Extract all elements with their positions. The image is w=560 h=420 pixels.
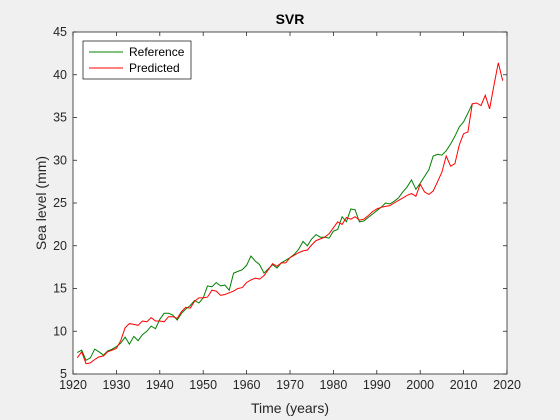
plot-area	[73, 32, 507, 374]
chart-title: SVR	[276, 11, 305, 27]
x-tick-label: 1920	[59, 378, 87, 392]
y-tick-label: 40	[53, 68, 67, 82]
y-tick-label: 35	[53, 111, 67, 125]
axes-layer: 1920 1930 1940 1950 1960 1970 1980 1990 2000 2010…	[53, 25, 521, 392]
series-line-predicted	[76, 62, 504, 365]
legend-label-reference: Reference	[129, 45, 185, 59]
series-layer	[76, 62, 504, 365]
y-tick-label: 30	[53, 153, 67, 167]
legend-box	[82, 40, 192, 80]
legend-label-predicted: Predicted	[129, 61, 180, 75]
x-tick-label: 1980	[319, 378, 347, 392]
y-tick-label: 5	[60, 367, 67, 381]
y-tick-label: 45	[53, 25, 67, 39]
x-tick-label: 1970	[276, 378, 304, 392]
y-tick-label: 10	[53, 324, 67, 338]
y-tick-label: 25	[53, 196, 67, 210]
y-axis-label: Sea level (mm)	[33, 156, 49, 250]
series-line-reference	[77, 103, 473, 362]
x-tick-label: 1940	[146, 378, 174, 392]
x-tick-label: 1990	[363, 378, 391, 392]
x-tick-label: 2020	[493, 378, 521, 392]
y-tick-label: 20	[53, 239, 67, 253]
x-tick-label: 1950	[189, 378, 217, 392]
legend: Reference Predicted	[82, 40, 192, 80]
y-tick-label: 15	[53, 282, 67, 296]
x-tick-label: 1930	[102, 378, 130, 392]
x-tick-label: 2000	[406, 378, 434, 392]
x-tick-label: 2010	[450, 378, 478, 392]
x-axis-label: Time (years)	[251, 400, 329, 416]
x-tick-label: 1960	[233, 378, 261, 392]
